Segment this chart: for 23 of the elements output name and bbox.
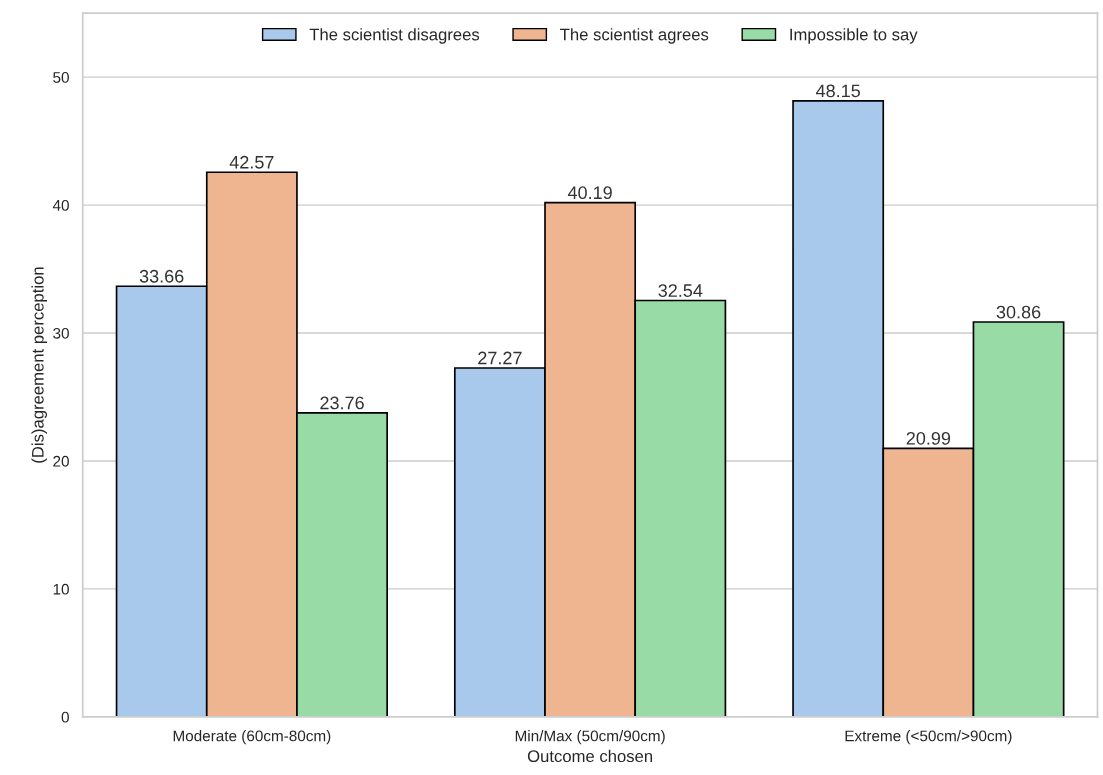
- y-tick-label: 10: [53, 583, 69, 595]
- y-tick-label: 0: [61, 711, 69, 723]
- y-tick-label: 40: [52, 199, 69, 211]
- data-label: 20.99: [906, 431, 951, 445]
- legend-label: Impossible to say: [790, 28, 918, 44]
- x-tick-label: Extreme (<50cm/>90cm): [845, 730, 1012, 745]
- y-tick-label: 30: [53, 327, 69, 339]
- data-label: 48.15: [815, 84, 860, 98]
- legend-label: The scientist disagrees: [309, 28, 480, 44]
- x-axis-title: Outcome chosen: [527, 749, 653, 763]
- x-tick-label: Min/Max (50cm/90cm): [515, 730, 665, 745]
- data-label: 23.76: [320, 396, 364, 410]
- data-label: 33.66: [139, 269, 184, 283]
- y-axis-title: (Dis)agreement perception: [31, 267, 47, 463]
- y-tick-label: 20: [53, 455, 69, 467]
- y-tick-label: 50: [53, 72, 69, 83]
- x-tick-label: Moderate (60cm-80cm): [173, 730, 331, 745]
- legend-label: The scientist agrees: [560, 28, 709, 44]
- data-label: 27.27: [478, 351, 522, 365]
- data-label: 42.57: [229, 155, 274, 169]
- data-label: 32.54: [658, 284, 703, 297]
- data-label: 40.19: [567, 186, 612, 200]
- data-label: 30.86: [996, 305, 1041, 319]
